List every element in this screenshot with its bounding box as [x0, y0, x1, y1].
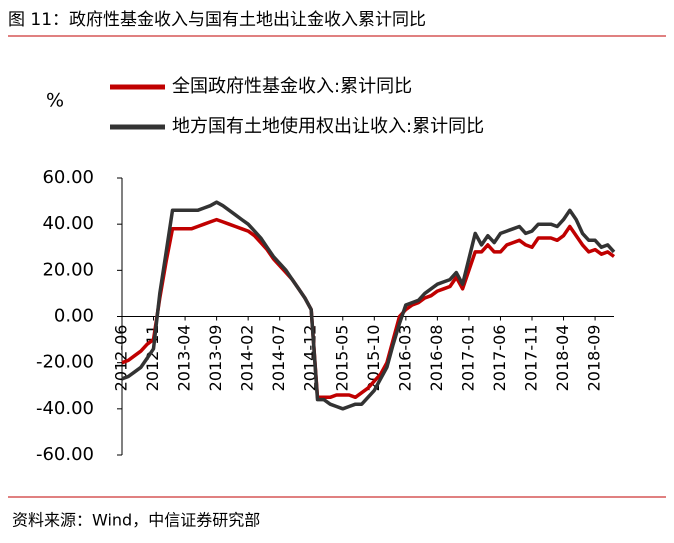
legend-label: 地方国有土地使用权出让收入:累计同比 — [172, 116, 484, 137]
x-tick-label: 2017-06 — [490, 325, 509, 392]
y-tick-label: -40.00 — [36, 398, 94, 419]
x-tick-label: 2017-01 — [458, 325, 477, 392]
source-note: 资料来源：Wind，中信证券研究部 — [12, 511, 260, 530]
series-line — [121, 200, 616, 411]
x-tick-label: 2018-04 — [553, 325, 572, 392]
x-tick-label: 2014-07 — [269, 325, 288, 392]
x-tick-label: 2012-06 — [112, 325, 131, 392]
x-tick-label: 2013-04 — [175, 325, 194, 392]
x-tick-label: 2014-02 — [238, 325, 257, 392]
figure-title: 图 11：政府性基金收入与国有土地出让金收入累计同比 — [8, 10, 426, 30]
x-tick-label: 2016-03 — [395, 325, 414, 392]
x-tick-label: 2017-11 — [522, 325, 541, 392]
y-tick-label: -60.00 — [36, 444, 94, 465]
y-tick-label: 60.00 — [42, 167, 94, 188]
x-tick-label: 2016-08 — [427, 325, 446, 392]
x-tick-label: 2013-09 — [206, 325, 225, 392]
legend-label: 全国政府性基金收入:累计同比 — [172, 76, 412, 97]
y-tick-label: 40.00 — [42, 213, 94, 234]
y-tick-label: -20.00 — [36, 352, 94, 373]
x-tick-label: 2012-11 — [143, 325, 162, 392]
y-tick-label: 0.00 — [54, 306, 94, 327]
x-tick-label: 2018-09 — [585, 325, 604, 392]
x-tick-label: 2015-05 — [332, 325, 351, 392]
y-tick-label: 20.00 — [42, 259, 94, 280]
y-unit-label: % — [46, 90, 64, 112]
series-line — [121, 217, 616, 400]
